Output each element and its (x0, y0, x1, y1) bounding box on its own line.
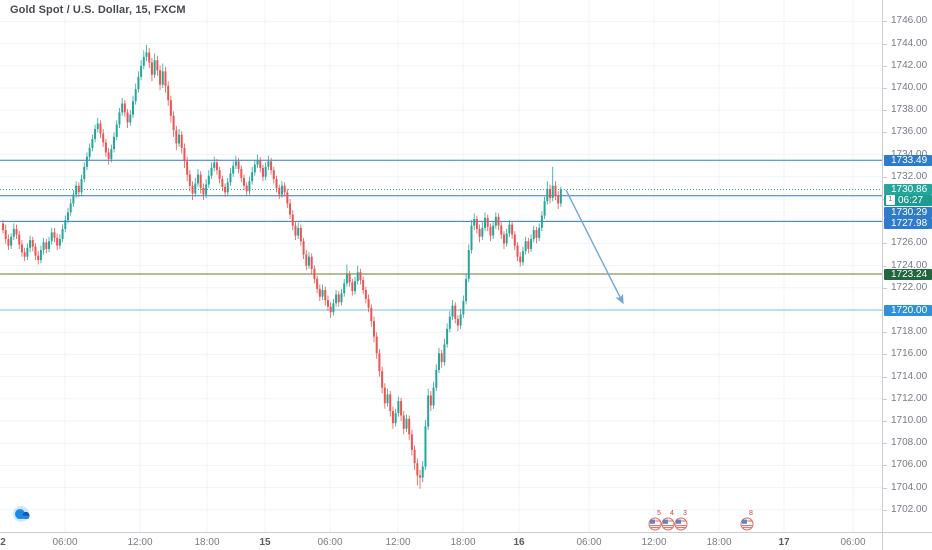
price-tick: 1704.00 (883, 482, 932, 493)
event-count: 4 (670, 510, 674, 517)
price-tick: 1738.00 (883, 105, 932, 115)
price-tick: 1740.00 (883, 83, 932, 93)
occluded-tick-fragment: 1 (886, 195, 895, 205)
time-tick-day: 16 (513, 537, 525, 548)
grid (0, 0, 882, 532)
price-tick: 1706.00 (883, 460, 932, 470)
time-tick: 12:00 (127, 537, 153, 548)
time-axis[interactable]: 2 06:00 12:00 18:00 15 06:00 12:00 18:00 16 06:00… (0, 510, 882, 550)
trend-arrow[interactable] (565, 189, 624, 305)
us-flag-icon (674, 517, 688, 531)
us-flag-icon (661, 517, 675, 531)
us-flag-icon (740, 517, 754, 531)
price-tick: 1726.00 (883, 238, 932, 248)
price-tick: 1722.00 (883, 282, 932, 293)
price-label-1723: 1723.24 (884, 268, 932, 280)
last-price-label: 1730.86 (884, 183, 932, 195)
price-tick: 1724.00 (883, 260, 932, 271)
time-tick: 06:00 (317, 537, 343, 548)
time-tick: 06:00 (52, 537, 78, 548)
price-tick: 1714.00 (883, 371, 932, 382)
price-tick: 1732.00 (883, 171, 932, 182)
time-tick-day: 15 (259, 537, 271, 548)
candlesticks (2, 44, 562, 489)
time-tick: 12:00 (385, 537, 411, 548)
time-tick: 06:00 (576, 537, 602, 548)
price-axis[interactable]: 1746.00 1744.00 1742.00 1740.00 1738.00 1736.… (882, 0, 932, 532)
candlestick-chart[interactable] (0, 0, 882, 532)
price-tick: 1708.00 (883, 438, 932, 448)
price-tick: 1718.00 (883, 327, 932, 337)
price-tick: 1710.00 (883, 416, 932, 426)
price-label-resistance-1733: 1733.49 (884, 154, 932, 166)
event-count: 3 (683, 510, 687, 517)
tradingview-logo-icon (13, 506, 30, 522)
bar-countdown-label: 1 06:27 (884, 195, 932, 206)
time-tick: 18:00 (450, 537, 476, 548)
time-tick: 12:00 (641, 537, 667, 548)
us-flag-icon (648, 517, 662, 531)
axis-corner (882, 532, 932, 550)
price-tick: 1744.00 (883, 38, 932, 49)
price-tick: 1702.00 (883, 504, 932, 515)
symbol-title[interactable]: Gold Spot / U.S. Dollar, 15, FXCM (10, 4, 186, 16)
chart-canvas[interactable]: Gold Spot / U.S. Dollar, 15, FXCM (0, 0, 882, 532)
price-tick: 1746.00 (883, 16, 932, 26)
price-tick: 1712.00 (883, 393, 932, 404)
economic-event-badge[interactable]: 4 (661, 510, 675, 536)
time-tick-day: 17 (778, 537, 790, 548)
price-label-1730: 1730.29 (884, 206, 932, 218)
economic-event-badge[interactable]: 3 (674, 510, 688, 536)
price-tick: 1742.00 (883, 60, 932, 71)
time-tick-day: 2 (0, 537, 6, 548)
time-tick: 06:00 (840, 537, 866, 548)
event-count: 8 (749, 510, 753, 517)
price-tick: 1736.00 (883, 127, 932, 137)
event-count: 5 (657, 510, 661, 517)
tradingview-logo[interactable] (12, 505, 38, 523)
price-label-1720: 1720.00 (884, 304, 932, 316)
economic-event-badge[interactable]: 5 (648, 510, 662, 536)
economic-event-badge[interactable]: 8 (740, 510, 754, 536)
price-label-1727: 1727.98 (884, 218, 932, 229)
time-tick: 18:00 (706, 537, 732, 548)
price-tick: 1716.00 (883, 349, 932, 359)
time-tick: 18:00 (194, 537, 220, 548)
